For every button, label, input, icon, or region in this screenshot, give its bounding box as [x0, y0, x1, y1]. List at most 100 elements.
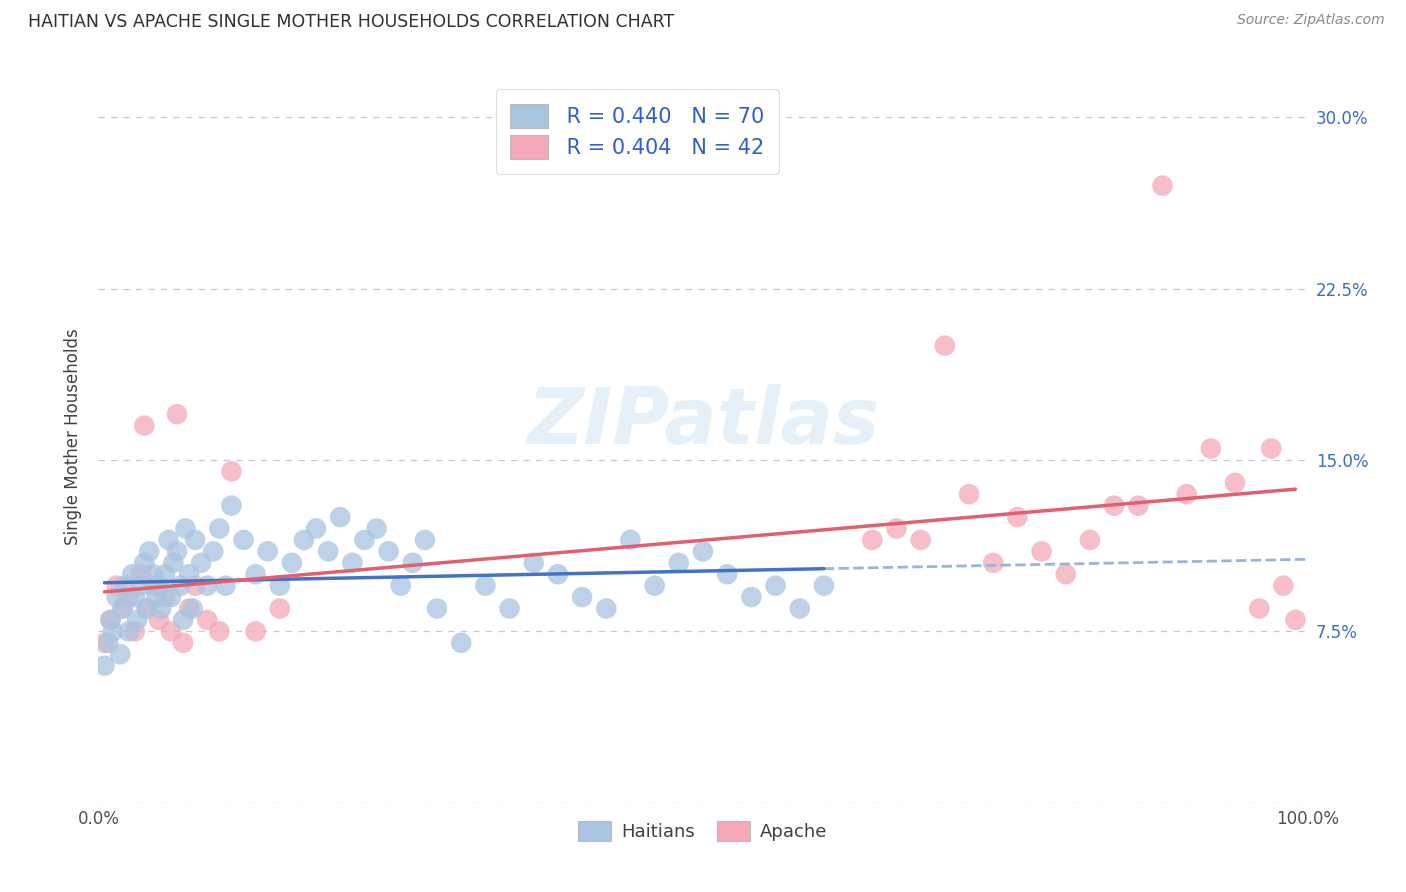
- Point: [547, 567, 569, 582]
- Point: [498, 601, 520, 615]
- Point: [174, 521, 197, 535]
- Point: [214, 579, 236, 593]
- Point: [269, 601, 291, 615]
- Point: [245, 624, 267, 639]
- Point: [402, 556, 425, 570]
- Point: [124, 624, 146, 639]
- Point: [157, 533, 180, 547]
- Point: [101, 624, 124, 639]
- Point: [353, 533, 375, 547]
- Point: [1260, 442, 1282, 456]
- Point: [789, 601, 811, 615]
- Point: [179, 601, 201, 615]
- Point: [148, 579, 170, 593]
- Point: [127, 613, 149, 627]
- Point: [329, 510, 352, 524]
- Point: [105, 579, 128, 593]
- Point: [910, 533, 932, 547]
- Point: [523, 556, 546, 570]
- Point: [153, 567, 176, 582]
- Point: [124, 590, 146, 604]
- Point: [571, 590, 593, 604]
- Point: [135, 601, 157, 615]
- Point: [138, 544, 160, 558]
- Point: [108, 647, 131, 661]
- Point: [1128, 499, 1150, 513]
- Point: [668, 556, 690, 570]
- Point: [860, 533, 883, 547]
- Point: [142, 579, 165, 593]
- Point: [169, 579, 191, 593]
- Point: [160, 590, 183, 604]
- Point: [366, 521, 388, 535]
- Point: [114, 579, 136, 593]
- Point: [957, 487, 980, 501]
- Point: [474, 579, 496, 593]
- Point: [179, 567, 201, 582]
- Point: [172, 636, 194, 650]
- Point: [134, 418, 156, 433]
- Point: [129, 567, 152, 582]
- Text: HAITIAN VS APACHE SINGLE MOTHER HOUSEHOLDS CORRELATION CHART: HAITIAN VS APACHE SINGLE MOTHER HOUSEHOL…: [28, 13, 675, 31]
- Point: [134, 556, 156, 570]
- Point: [105, 590, 128, 604]
- Point: [716, 567, 738, 582]
- Point: [195, 613, 218, 627]
- Point: [1007, 510, 1029, 524]
- Point: [121, 567, 143, 582]
- Point: [118, 624, 141, 639]
- Point: [129, 579, 152, 593]
- Point: [619, 533, 641, 547]
- Point: [1223, 475, 1246, 490]
- Point: [160, 624, 183, 639]
- Point: [142, 567, 165, 582]
- Point: [426, 601, 449, 615]
- Point: [389, 579, 412, 593]
- Point: [305, 521, 328, 535]
- Point: [100, 613, 122, 627]
- Point: [208, 521, 231, 535]
- Point: [1199, 442, 1222, 456]
- Point: [150, 601, 173, 615]
- Point: [1054, 567, 1077, 582]
- Point: [195, 579, 218, 593]
- Point: [1272, 579, 1295, 593]
- Point: [202, 544, 225, 558]
- Point: [245, 567, 267, 582]
- Text: ZIPatlas: ZIPatlas: [527, 384, 879, 460]
- Point: [221, 464, 243, 478]
- Point: [184, 533, 207, 547]
- Point: [145, 590, 167, 604]
- Point: [765, 579, 787, 593]
- Point: [292, 533, 315, 547]
- Point: [97, 636, 120, 650]
- Point: [1031, 544, 1053, 558]
- Point: [184, 579, 207, 593]
- Point: [1249, 601, 1271, 615]
- Point: [934, 338, 956, 352]
- Point: [221, 499, 243, 513]
- Point: [692, 544, 714, 558]
- Point: [1284, 613, 1306, 627]
- Point: [1175, 487, 1198, 501]
- Point: [148, 613, 170, 627]
- Point: [93, 658, 115, 673]
- Point: [118, 590, 141, 604]
- Point: [166, 407, 188, 421]
- Point: [886, 521, 908, 535]
- Point: [208, 624, 231, 639]
- Legend: Haitians, Apache: Haitians, Apache: [571, 814, 835, 848]
- Point: [813, 579, 835, 593]
- Point: [269, 579, 291, 593]
- Point: [644, 579, 666, 593]
- Point: [413, 533, 436, 547]
- Point: [342, 556, 364, 570]
- Point: [181, 601, 204, 615]
- Point: [166, 544, 188, 558]
- Point: [135, 601, 157, 615]
- Point: [111, 601, 134, 615]
- Point: [1152, 178, 1174, 193]
- Point: [595, 601, 617, 615]
- Point: [1102, 499, 1125, 513]
- Point: [93, 636, 115, 650]
